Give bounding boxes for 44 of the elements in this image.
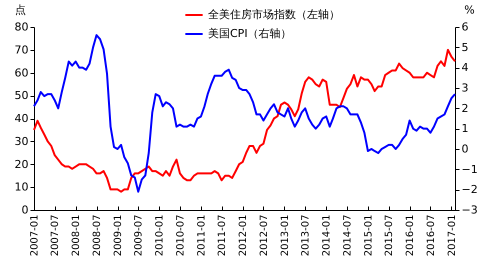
- x-tick-label: 2009-01: [113, 214, 124, 256]
- y2-tick-label: 1: [462, 122, 468, 136]
- x-tick-label: 2017-01: [446, 214, 458, 256]
- y-tick-label: 30: [14, 134, 28, 148]
- x-tick-label: 2014-01: [322, 214, 333, 256]
- y2-tick-label: 5: [462, 40, 468, 54]
- y2-tick-label: 3: [462, 82, 468, 94]
- y2-tick-label: −2: [462, 183, 478, 196]
- x-tick-label: 2008-01: [71, 214, 82, 256]
- y2-axis-title: %: [464, 4, 475, 16]
- y-axis-title: 点: [15, 4, 26, 16]
- y-tick-label: 50: [14, 89, 28, 102]
- y-tick-label: 20: [14, 158, 28, 171]
- x-tick-label: 2010-07: [175, 214, 186, 256]
- x-tick-label: 2015-07: [384, 214, 396, 256]
- y-tick-label: 60: [14, 66, 28, 80]
- y2-tick-label: 0: [462, 142, 468, 156]
- x-tick-label: 2013-01: [280, 214, 291, 256]
- x-tick-label: 2012-01: [238, 214, 250, 256]
- x-tick-label: 2013-07: [300, 214, 312, 256]
- legend-label: 美国CPI（右轴）: [208, 27, 292, 40]
- y-tick-label: 10: [14, 180, 28, 194]
- y2-tick-label: 6: [462, 20, 468, 34]
- x-tick-label: 2007-07: [50, 214, 62, 256]
- x-tick-label: 2011-07: [217, 214, 228, 256]
- y-tick-label: 70: [14, 43, 28, 56]
- x-tick-label: 2012-07: [258, 214, 270, 256]
- y2-tick-label: 2: [462, 102, 468, 115]
- x-tick-label: 2009-07: [134, 214, 145, 256]
- y2-tick-label: 4: [462, 61, 468, 74]
- x-tick-label: 2008-07: [92, 214, 104, 256]
- x-tick-label: 2010-01: [154, 214, 166, 256]
- x-tick-label: 2016-07: [426, 214, 437, 256]
- x-tick-label: 2011-01: [196, 214, 208, 256]
- y2-tick-label: −1: [462, 162, 478, 176]
- y-tick-label: 40: [14, 112, 28, 125]
- legend-label: 全美住房市场指数（左轴）: [208, 8, 340, 21]
- x-tick-label: 2015-01: [363, 214, 374, 256]
- y-tick-label: 80: [14, 20, 28, 34]
- x-tick-label: 2016-01: [405, 214, 416, 256]
- x-tick-label: 2014-07: [342, 214, 354, 256]
- y-tick-label: 0: [22, 204, 28, 216]
- x-tick-label: 2007-01: [30, 214, 40, 256]
- y2-tick-label: −3: [462, 204, 478, 216]
